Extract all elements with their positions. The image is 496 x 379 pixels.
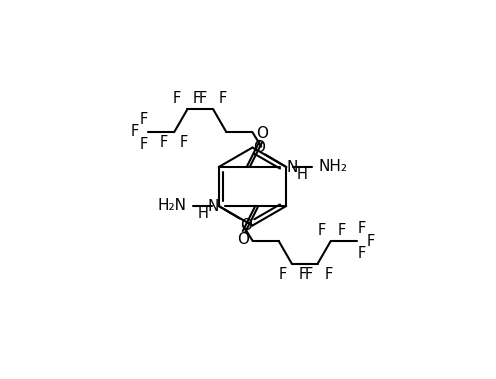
Text: F: F (317, 222, 326, 238)
Text: F: F (279, 267, 287, 282)
Text: F: F (358, 221, 366, 236)
Text: F: F (198, 91, 206, 106)
Text: H₂N: H₂N (157, 198, 186, 213)
Text: F: F (179, 135, 187, 150)
Text: F: F (367, 233, 375, 249)
Text: O: O (237, 232, 249, 247)
Text: F: F (139, 112, 147, 127)
Text: F: F (130, 124, 138, 139)
Text: F: F (358, 246, 366, 261)
Text: F: F (218, 91, 226, 106)
Text: F: F (192, 91, 200, 106)
Text: F: F (305, 267, 313, 282)
Text: O: O (240, 218, 252, 232)
Text: N: N (207, 199, 219, 214)
Text: H: H (296, 167, 307, 182)
Text: NH₂: NH₂ (319, 159, 348, 174)
Text: F: F (299, 267, 307, 282)
Text: O: O (253, 141, 265, 155)
Text: F: F (338, 222, 346, 238)
Text: N: N (286, 160, 298, 175)
Text: O: O (256, 126, 268, 141)
Text: F: F (324, 267, 333, 282)
Text: F: F (139, 137, 147, 152)
Text: H: H (198, 206, 209, 221)
Text: F: F (159, 135, 167, 150)
Text: F: F (172, 91, 181, 106)
